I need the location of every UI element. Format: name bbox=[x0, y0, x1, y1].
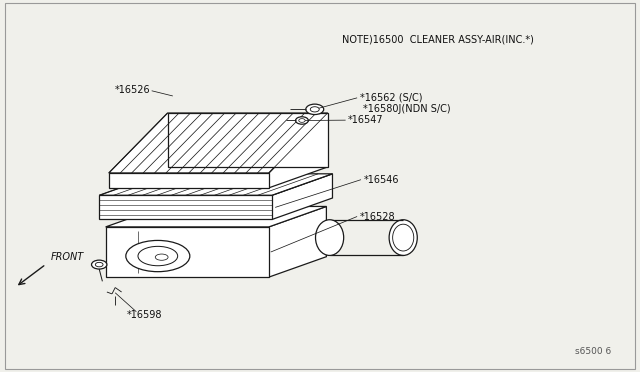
Ellipse shape bbox=[126, 240, 190, 272]
Text: *16528: *16528 bbox=[360, 212, 396, 221]
Polygon shape bbox=[109, 173, 269, 188]
Text: *16526: *16526 bbox=[115, 85, 150, 95]
Text: NOTE)16500  CLEANER ASSY-AIR(INC.*): NOTE)16500 CLEANER ASSY-AIR(INC.*) bbox=[342, 34, 534, 44]
Polygon shape bbox=[168, 113, 328, 167]
Circle shape bbox=[310, 107, 319, 112]
Ellipse shape bbox=[138, 246, 178, 266]
Polygon shape bbox=[99, 195, 272, 219]
Ellipse shape bbox=[393, 224, 414, 251]
Circle shape bbox=[296, 117, 308, 124]
Ellipse shape bbox=[156, 254, 168, 260]
Polygon shape bbox=[269, 206, 326, 277]
Circle shape bbox=[92, 260, 107, 269]
Polygon shape bbox=[269, 113, 328, 188]
Polygon shape bbox=[272, 174, 333, 219]
Text: *16546: *16546 bbox=[364, 175, 399, 185]
Text: *16598: *16598 bbox=[127, 311, 162, 320]
Circle shape bbox=[306, 104, 324, 115]
Circle shape bbox=[95, 262, 103, 267]
Text: *16547: *16547 bbox=[348, 115, 383, 125]
Text: *16562 (S/C): *16562 (S/C) bbox=[360, 93, 422, 103]
Text: FRONT: FRONT bbox=[51, 252, 84, 262]
Polygon shape bbox=[106, 206, 326, 227]
Polygon shape bbox=[109, 113, 328, 173]
Ellipse shape bbox=[316, 220, 344, 256]
Polygon shape bbox=[106, 227, 269, 277]
Ellipse shape bbox=[389, 220, 417, 256]
Text: s6500 6: s6500 6 bbox=[575, 347, 611, 356]
Text: *16580J(NDN S/C): *16580J(NDN S/C) bbox=[363, 104, 451, 114]
Circle shape bbox=[299, 119, 305, 122]
Polygon shape bbox=[99, 174, 333, 195]
